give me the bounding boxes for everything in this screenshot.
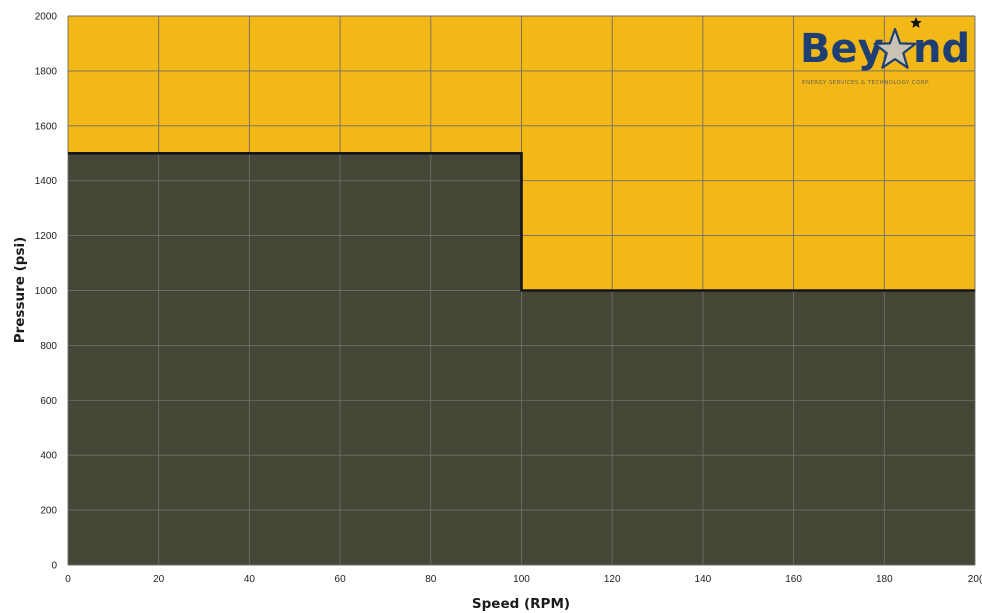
x-tick-label: 20: [153, 574, 165, 585]
logo-tagline: ENERGY SERVICES & TECHNOLOGY CORP.: [802, 80, 930, 86]
y-tick-label: 400: [40, 451, 57, 462]
y-tick-label: 1200: [35, 231, 58, 242]
x-tick-label: 100: [513, 574, 530, 585]
logo-word-left: Bey: [800, 26, 884, 72]
y-tick-label: 1400: [35, 176, 58, 187]
x-tick-label: 180: [876, 574, 893, 585]
x-tick-label: 40: [244, 574, 256, 585]
x-tick-label: 160: [785, 574, 802, 585]
y-tick-label: 800: [40, 341, 57, 352]
x-tick-label: 0: [65, 574, 71, 585]
y-tick-label: 1600: [35, 121, 58, 132]
x-axis-title: Speed (RPM): [472, 596, 570, 612]
x-tick-label: 60: [335, 574, 347, 585]
y-tick-label: 0: [51, 561, 57, 572]
y-axis-title: Pressure (psi): [12, 237, 28, 344]
operating-envelope-line: [68, 152, 975, 292]
y-tick-label: 200: [40, 506, 57, 517]
y-tick-label: 1800: [35, 66, 58, 77]
x-tick-label: 140: [695, 574, 712, 585]
star-icon: [873, 17, 922, 69]
brand-logo: Bey nd ENERGY SERVICES & TECHNOLOGY CORP…: [800, 17, 970, 86]
logo-word-right: nd: [913, 26, 970, 72]
x-tick-label: 80: [425, 574, 437, 585]
x-tick-label: 120: [604, 574, 621, 585]
y-tick-label: 1000: [35, 286, 58, 297]
y-tick-label: 600: [40, 396, 57, 407]
y-tick-label: 2000: [35, 12, 58, 23]
x-tick-label: 20(: [968, 574, 982, 585]
y-tick-labels: 0 200 400 600 800 1000 1200 1400 1600 1800 2000: [35, 12, 58, 572]
x-tick-labels: 0 20 40 60 80 100 120 140 160 180 20(: [65, 574, 982, 585]
